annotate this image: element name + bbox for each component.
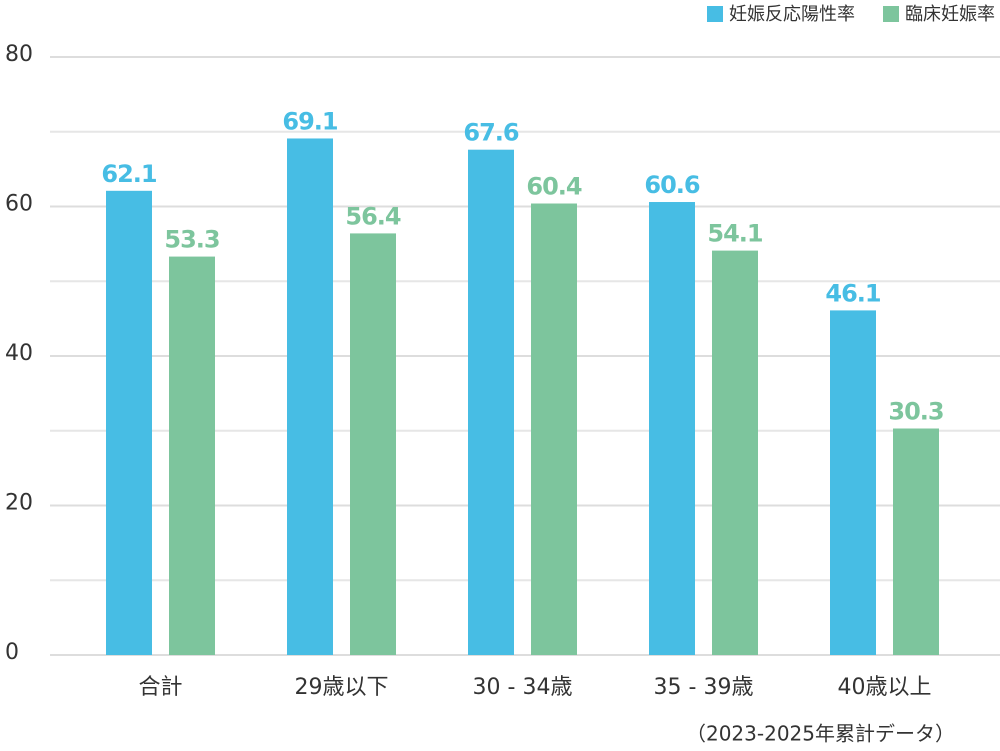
legend-swatch <box>707 6 723 22</box>
bar <box>893 428 939 655</box>
x-tick-label: 合計 <box>138 675 182 700</box>
bar <box>649 202 695 655</box>
note: （2023-2025年累計データ） <box>686 722 955 746</box>
value-label: 67.6 <box>463 119 519 147</box>
bar <box>169 256 215 655</box>
legend-label: 妊娠反応陽性率 <box>729 4 855 25</box>
y-tick-label: 60 <box>5 192 33 217</box>
value-label: 69.1 <box>282 107 338 135</box>
bar <box>287 138 333 656</box>
bar <box>468 149 514 655</box>
value-label: 60.6 <box>644 171 700 199</box>
legend-label: 臨床妊娠率 <box>905 4 995 25</box>
x-tick-label: 29歳以下 <box>295 675 389 700</box>
y-tick-label: 20 <box>5 491 33 516</box>
value-label: 46.1 <box>825 279 881 307</box>
x-tick-label: 35 - 39歳 <box>654 675 754 700</box>
value-label: 60.4 <box>526 173 582 201</box>
y-tick-label: 80 <box>5 42 33 67</box>
bar <box>830 310 876 655</box>
x-tick-label: 30 - 34歳 <box>473 675 573 700</box>
value-label: 62.1 <box>101 160 157 188</box>
y-tick-label: 40 <box>5 341 33 366</box>
bar <box>531 203 577 655</box>
y-tick-label: 0 <box>5 640 19 665</box>
value-label: 53.3 <box>164 226 219 254</box>
bar <box>350 233 396 655</box>
bar <box>712 250 758 656</box>
x-tick-label: 40歳以上 <box>838 675 932 700</box>
value-label: 54.1 <box>707 220 763 248</box>
bar <box>106 190 152 656</box>
value-label: 56.4 <box>345 202 401 230</box>
legend-swatch <box>883 6 899 22</box>
value-label: 30.3 <box>888 398 943 426</box>
